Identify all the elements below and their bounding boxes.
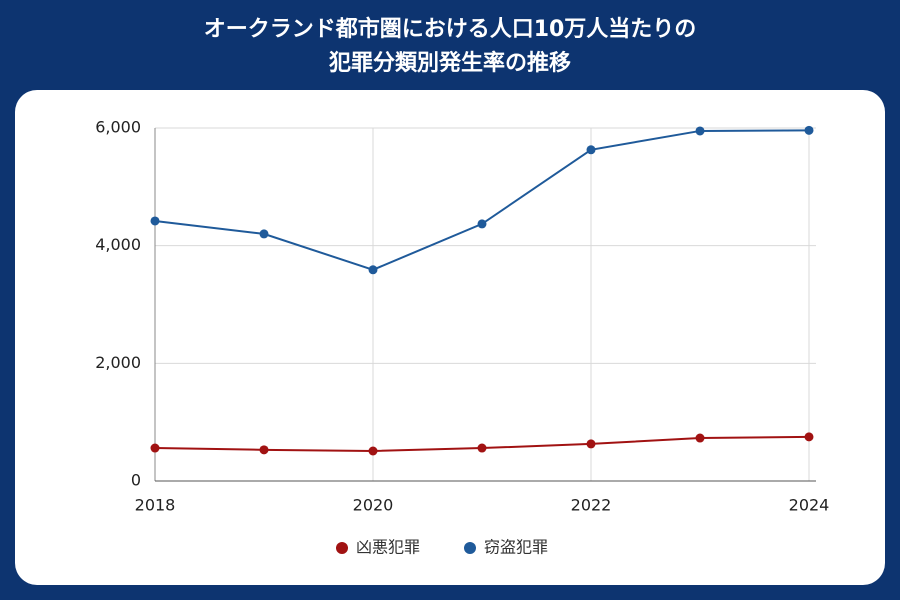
x-tick-label: 2024 xyxy=(789,496,830,515)
data-point xyxy=(368,265,378,275)
data-point xyxy=(695,126,705,136)
x-tick-label: 2018 xyxy=(135,496,176,515)
legend-label: 凶悪犯罪 xyxy=(356,538,420,557)
chart-title: オークランド都市圏における人口10万人当たりの xyxy=(204,16,697,42)
data-point xyxy=(804,125,814,135)
data-point xyxy=(695,433,705,443)
data-point xyxy=(259,229,269,239)
data-point xyxy=(150,443,160,453)
data-point xyxy=(477,443,487,453)
data-point xyxy=(368,446,378,456)
legend-label: 窃盗犯罪 xyxy=(484,538,548,557)
data-point xyxy=(259,445,269,455)
legend-marker xyxy=(464,542,476,554)
data-point xyxy=(586,145,596,155)
data-point xyxy=(586,439,596,449)
y-tick-label: 4,000 xyxy=(95,235,141,254)
data-point xyxy=(804,432,814,442)
data-point xyxy=(477,219,487,229)
x-tick-label: 2022 xyxy=(571,496,612,515)
data-point xyxy=(150,216,160,226)
legend-marker xyxy=(336,542,348,554)
y-tick-label: 2,000 xyxy=(95,353,141,372)
card xyxy=(15,90,885,585)
chart-title: 犯罪分類別発生率の推移 xyxy=(328,50,571,76)
y-tick-label: 0 xyxy=(131,471,141,490)
x-tick-label: 2020 xyxy=(353,496,394,515)
y-tick-label: 6,000 xyxy=(95,118,141,137)
